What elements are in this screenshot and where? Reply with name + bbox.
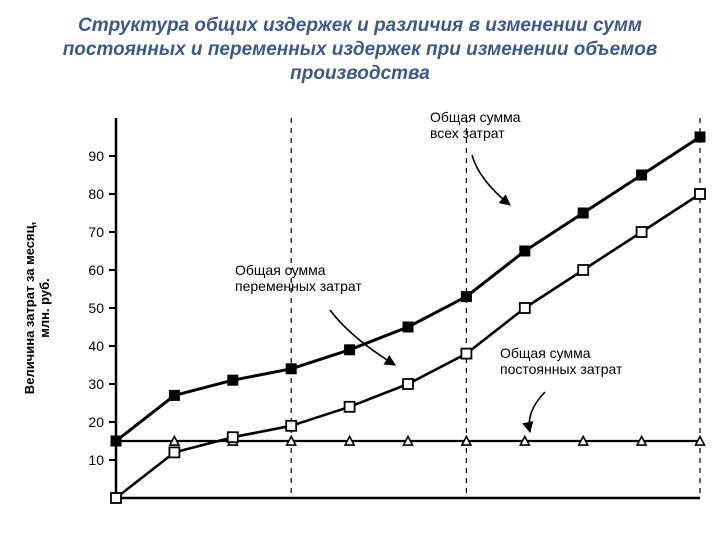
y-tick-label: 70 — [88, 224, 104, 240]
marker-square-filled — [286, 364, 296, 374]
marker-triangle-open — [404, 437, 413, 446]
marker-triangle-open — [520, 437, 529, 446]
marker-triangle-open — [696, 437, 705, 446]
y-axis-label: Величина затрат за месяц,млн. руб. — [22, 222, 52, 394]
slide-title: Структура общих издержек и различия в из… — [40, 14, 680, 85]
cost-structure-chart: 10 20 30 40 50 60 70 80 90 Величина затрат за мес… — [0, 100, 720, 520]
marker-square-open — [228, 432, 238, 442]
y-tick-label: 90 — [88, 148, 104, 164]
marker-triangle-open — [579, 437, 588, 446]
annotation-arrow — [529, 392, 545, 432]
marker-square-open — [520, 303, 530, 313]
y-tick-label: 10 — [88, 452, 104, 468]
marker-square-filled — [228, 375, 238, 385]
y-tick-label: 20 — [88, 414, 104, 430]
marker-triangle-open — [287, 437, 296, 446]
marker-triangle-open — [345, 437, 354, 446]
marker-square-filled — [695, 132, 705, 142]
y-tick-label: 30 — [88, 376, 104, 392]
marker-triangle-open — [637, 437, 646, 446]
marker-square-open — [169, 447, 179, 457]
y-tick-label: 60 — [88, 262, 104, 278]
marker-square-open — [403, 379, 413, 389]
marker-triangle-open — [170, 437, 179, 446]
annotation-arrow — [330, 310, 395, 365]
marker-square-filled — [169, 390, 179, 400]
marker-square-open — [345, 402, 355, 412]
series-total — [116, 137, 700, 441]
marker-square-filled — [403, 322, 413, 332]
marker-square-open — [578, 265, 588, 275]
marker-square-open — [111, 493, 121, 503]
marker-square-open — [286, 421, 296, 431]
y-tick-label: 50 — [88, 300, 104, 316]
annotation-arrow — [472, 155, 510, 205]
annotation-label: Общая суммавсех затрат — [430, 109, 521, 141]
marker-square-filled — [637, 170, 647, 180]
slide: Структура общих издержек и различия в из… — [0, 0, 720, 540]
marker-square-filled — [345, 345, 355, 355]
marker-square-filled — [111, 436, 121, 446]
y-tick-label: 40 — [88, 338, 104, 354]
marker-square-filled — [520, 246, 530, 256]
chart-svg: 10 20 30 40 50 60 70 80 90 Величина затрат за мес… — [0, 100, 720, 520]
annotation-label: Общая суммапостоянных затрат — [500, 345, 623, 377]
marker-triangle-open — [462, 437, 471, 446]
marker-square-filled — [461, 292, 471, 302]
annotation-label: Общая суммапеременных затрат — [235, 262, 362, 294]
marker-square-open — [695, 189, 705, 199]
marker-square-filled — [578, 208, 588, 218]
series-variable — [116, 194, 700, 498]
y-tick-label: 80 — [88, 186, 104, 202]
marker-square-open — [461, 349, 471, 359]
marker-square-open — [637, 227, 647, 237]
